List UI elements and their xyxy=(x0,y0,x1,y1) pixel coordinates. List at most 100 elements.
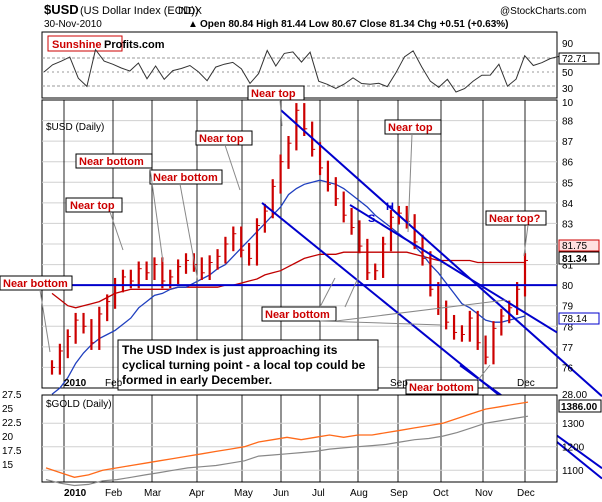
month-label: Mar xyxy=(144,488,162,499)
annotation-near-bottom-4: Near bottom xyxy=(261,306,337,322)
month-label: Jul xyxy=(312,488,325,499)
month-label: Sep xyxy=(390,488,408,499)
date-label: 30-Nov-2010 xyxy=(44,19,102,30)
note-box: The USD Index is just approaching its cy… xyxy=(117,339,379,391)
ma-value: 81.75 xyxy=(562,241,587,252)
silver-line xyxy=(45,415,529,487)
note-line-1: The USD Index is just approaching its xyxy=(122,343,338,357)
gold-left-tick-label: 20 xyxy=(2,432,14,443)
annotation-near-bottom-1: Near bottom xyxy=(0,275,73,291)
logo-profits: Profits.com xyxy=(104,39,165,51)
gold-left-tick-label: 27.5 xyxy=(2,390,22,401)
gold-panel xyxy=(41,394,558,483)
ma50-value-box xyxy=(558,312,600,325)
annotation-near-bottom-5: Near bottom xyxy=(405,379,479,395)
price-tick-label: 83 xyxy=(562,219,574,230)
near-bottom-4-label: Near bottom xyxy=(265,309,330,321)
price-tick-label: 81 xyxy=(562,261,574,272)
month-label: Feb xyxy=(105,488,123,499)
usd-panel-label: $USD (Daily) xyxy=(46,122,104,133)
near-bottom-1-label: Near bottom xyxy=(3,278,68,290)
ma50-line xyxy=(51,179,526,395)
rsi-tick-50: 50 xyxy=(562,68,574,79)
month-label: Dec xyxy=(517,378,535,389)
near-top-2-label: Near top xyxy=(199,133,244,145)
month-label: Feb xyxy=(105,378,123,389)
month-labels-bottom: 2010 Feb Mar Apr May Jun Jul Aug Sep Oct Nov Dec xyxy=(64,488,535,499)
ticker-name: (US Dollar Index (EOD)) xyxy=(80,5,199,17)
gold-price-box xyxy=(558,399,602,413)
near-top-4-label: Near top xyxy=(388,122,433,134)
rsi-tick-30: 30 xyxy=(562,84,574,95)
price-tick-label: 88 xyxy=(562,117,574,128)
price-tick-label: 86 xyxy=(562,158,574,169)
gold-panel-label: $GOLD (Daily) xyxy=(46,399,112,410)
near-bottom-5-label: Near bottom xyxy=(409,382,474,394)
ma200-line xyxy=(51,251,525,309)
month-label: Dec xyxy=(517,488,535,499)
gold-price: 1386.00 xyxy=(561,402,598,413)
logo-box xyxy=(47,35,123,52)
price-tick-label: 76 xyxy=(562,363,574,374)
gold-left-tick-label: 22.5 xyxy=(2,418,22,429)
price-tick-label: 87 xyxy=(562,137,574,148)
rsi-tick-90: 90 xyxy=(562,39,574,50)
annotation-near-bottom-2: Near bottom xyxy=(75,153,153,169)
month-label: May xyxy=(234,488,253,499)
near-top-q-label: Near top? xyxy=(489,213,541,225)
price-tick-label: 84 xyxy=(562,199,574,210)
annotation-near-bottom-3: Near bottom xyxy=(149,169,223,185)
annotation-near-top-3: Near top xyxy=(247,85,305,101)
gold-tick-label: 1300 xyxy=(562,419,585,430)
shoulder-label: S xyxy=(368,213,375,225)
month-label: Aug xyxy=(350,488,368,499)
annotation-near-top-1: Near top xyxy=(65,197,123,213)
month-label: Apr xyxy=(189,488,205,499)
head-label: H xyxy=(386,201,394,213)
month-label: Jun xyxy=(273,488,289,499)
month-labels-top: 2010 Feb Sep Dec xyxy=(64,378,535,389)
watermark: @StockCharts.com xyxy=(500,6,586,17)
gold-tick-label: 1200 xyxy=(562,443,585,454)
price-bars xyxy=(50,103,528,375)
ticker-symbol: $USD xyxy=(44,2,79,17)
price-tick-label: 80 xyxy=(562,281,574,292)
logo-sunshine: Sunshine xyxy=(52,39,102,51)
rsi-tick-10: 10 xyxy=(562,98,574,109)
gold-left-tick-label: 15 xyxy=(2,460,14,471)
near-top-1-label: Near top xyxy=(70,200,115,212)
month-label: 2010 xyxy=(64,378,87,389)
ma50-value: 78.14 xyxy=(562,314,587,325)
note-line-3: formed in early December. xyxy=(122,373,272,387)
near-bottom-3-label: Near bottom xyxy=(153,172,218,184)
annotation-near-top-4: Near top xyxy=(384,119,442,135)
price-tick-label: 77 xyxy=(562,343,574,354)
rsi-line xyxy=(43,48,560,93)
rsi-value-box xyxy=(558,52,600,65)
gold-tick-label: 1100 xyxy=(562,466,584,477)
gold-line xyxy=(45,401,529,478)
gold-ticks: 1100 1200 1300 15 17.5 20 22.5 25 27.5 xyxy=(2,390,585,477)
rsi-value: 72.71 xyxy=(562,54,587,65)
annotation-near-top-q: Near top? xyxy=(485,210,547,226)
open-arrow-icon: ▲ xyxy=(188,19,198,30)
gold-left-tick-label: 25 xyxy=(2,404,14,415)
month-label: 2010 xyxy=(64,488,87,499)
annotation-pointers xyxy=(39,99,529,381)
annotation-near-top-2: Near top xyxy=(195,130,253,146)
trendline xyxy=(349,204,558,334)
trendline xyxy=(280,109,602,397)
price-tick-label: 85 xyxy=(562,178,574,189)
exchange-label: INDX xyxy=(178,6,202,17)
ma-value-box xyxy=(558,239,600,252)
last-price-box xyxy=(558,251,600,265)
gold-peak: 28.00 xyxy=(562,390,587,401)
month-label: Oct xyxy=(433,488,449,499)
note-line-2: cyclical turning point - a local top cou… xyxy=(122,358,366,372)
gold-left-tick-label: 17.5 xyxy=(2,446,22,457)
price-tick-label: 78 xyxy=(562,322,574,333)
ohlc-readout: Open 80.84 High 81.44 Low 80.67 Close 81… xyxy=(200,19,508,30)
price-tick-label: 79 xyxy=(562,302,574,313)
month-label: Sep xyxy=(390,378,408,389)
